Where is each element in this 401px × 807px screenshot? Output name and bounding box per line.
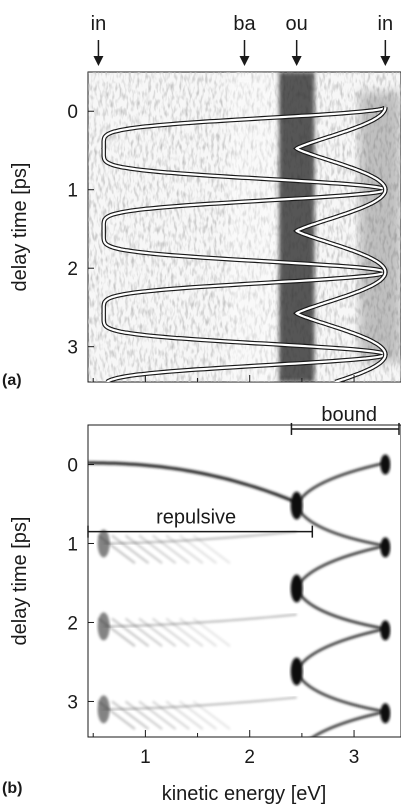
outer-turning-spot <box>290 491 303 520</box>
outer-turning-spot <box>290 657 303 686</box>
top-marker-label: ba <box>233 13 256 35</box>
outer-turning-spot <box>291 740 303 768</box>
repulsive-fringe <box>165 534 204 565</box>
panel-a-top-markers: in ba ou in <box>91 13 393 66</box>
repulsive-fringe <box>111 617 150 647</box>
repulsive-fringe <box>138 700 177 730</box>
outer-turning-spot <box>290 574 303 603</box>
repulsive-fringe <box>165 700 204 730</box>
panel-a-trajectory-overlay <box>101 105 388 382</box>
repulsive-fringe <box>124 534 163 565</box>
panel-b-simulated-signal <box>88 454 391 768</box>
panel-a-label: (a) <box>2 372 22 389</box>
repulsive-fringe <box>152 534 190 565</box>
panel-a: 0 1 2 3 in ba ou in delay time [ps] (a) <box>2 13 401 389</box>
repulsive-branch <box>101 696 297 711</box>
repulsive-fringe <box>152 617 190 647</box>
repulsive-fringe <box>124 617 163 647</box>
repulsive-fringe <box>111 700 150 730</box>
bound-oscillation-arc <box>311 710 386 737</box>
panel-b-x-axis-label: kinetic energy [eV] <box>162 783 327 805</box>
panel-b-x-tick-label: 2 <box>244 747 255 768</box>
panel-b-annotations: bound repulsive <box>87 404 400 538</box>
panel-a-y-tick-label: 2 <box>67 259 78 280</box>
repulsive-fringe <box>165 617 204 647</box>
repulsive-fringe <box>138 617 177 647</box>
panel-b-y-tick-label: 1 <box>67 534 78 555</box>
panel-b-y-tick-label: 2 <box>67 613 78 634</box>
repulsive-branch <box>103 613 297 628</box>
panel-a-y-axis-label: delay time [ps] <box>9 163 31 292</box>
repulsive-branch <box>103 530 297 545</box>
top-marker-arrow-head <box>93 56 104 66</box>
panel-b-y-axis-label: delay time [ps] <box>9 517 31 646</box>
barrier-region-tint <box>228 72 276 382</box>
top-marker-label: in <box>378 13 394 35</box>
panel-a-y-tick-label: 0 <box>67 102 78 123</box>
inner-turning-spot <box>380 454 391 475</box>
top-marker-label: ou <box>286 13 308 35</box>
repulsive-label: repulsive <box>156 507 236 529</box>
trajectory-curve-outer <box>294 107 387 382</box>
bound-label: bound <box>321 404 377 426</box>
panel-b-x-tick-label: 1 <box>140 747 151 768</box>
panel-a-y-tick-label: 1 <box>67 181 78 202</box>
inner-turning-spot <box>380 703 391 724</box>
panel-b-frame <box>87 424 401 738</box>
panel-b-y-tick-label: 0 <box>67 455 78 476</box>
repulsive-fringe <box>124 700 163 730</box>
inner-turning-band <box>359 92 401 362</box>
top-marker-arrow-head <box>239 56 250 66</box>
repulsive-fringe <box>111 534 150 565</box>
inner-turning-spot <box>380 537 391 558</box>
repulsive-fringe <box>138 534 177 565</box>
top-marker-arrow-head <box>291 56 302 66</box>
panel-b-label: (b) <box>2 780 22 797</box>
panel-b-x-tick-label: 3 <box>349 747 360 768</box>
panel-a-signal-bands <box>228 72 401 382</box>
initial-branch <box>88 461 298 504</box>
repulsive-fringe <box>152 700 190 730</box>
top-marker-label: in <box>91 13 107 35</box>
top-marker-arrow-head <box>380 56 391 66</box>
panel-a-y-tick-label: 3 <box>67 338 78 359</box>
inner-turning-spot <box>380 620 391 641</box>
trajectory-curve-inner <box>102 106 387 382</box>
panel-b-y-tick-label: 3 <box>67 692 78 713</box>
